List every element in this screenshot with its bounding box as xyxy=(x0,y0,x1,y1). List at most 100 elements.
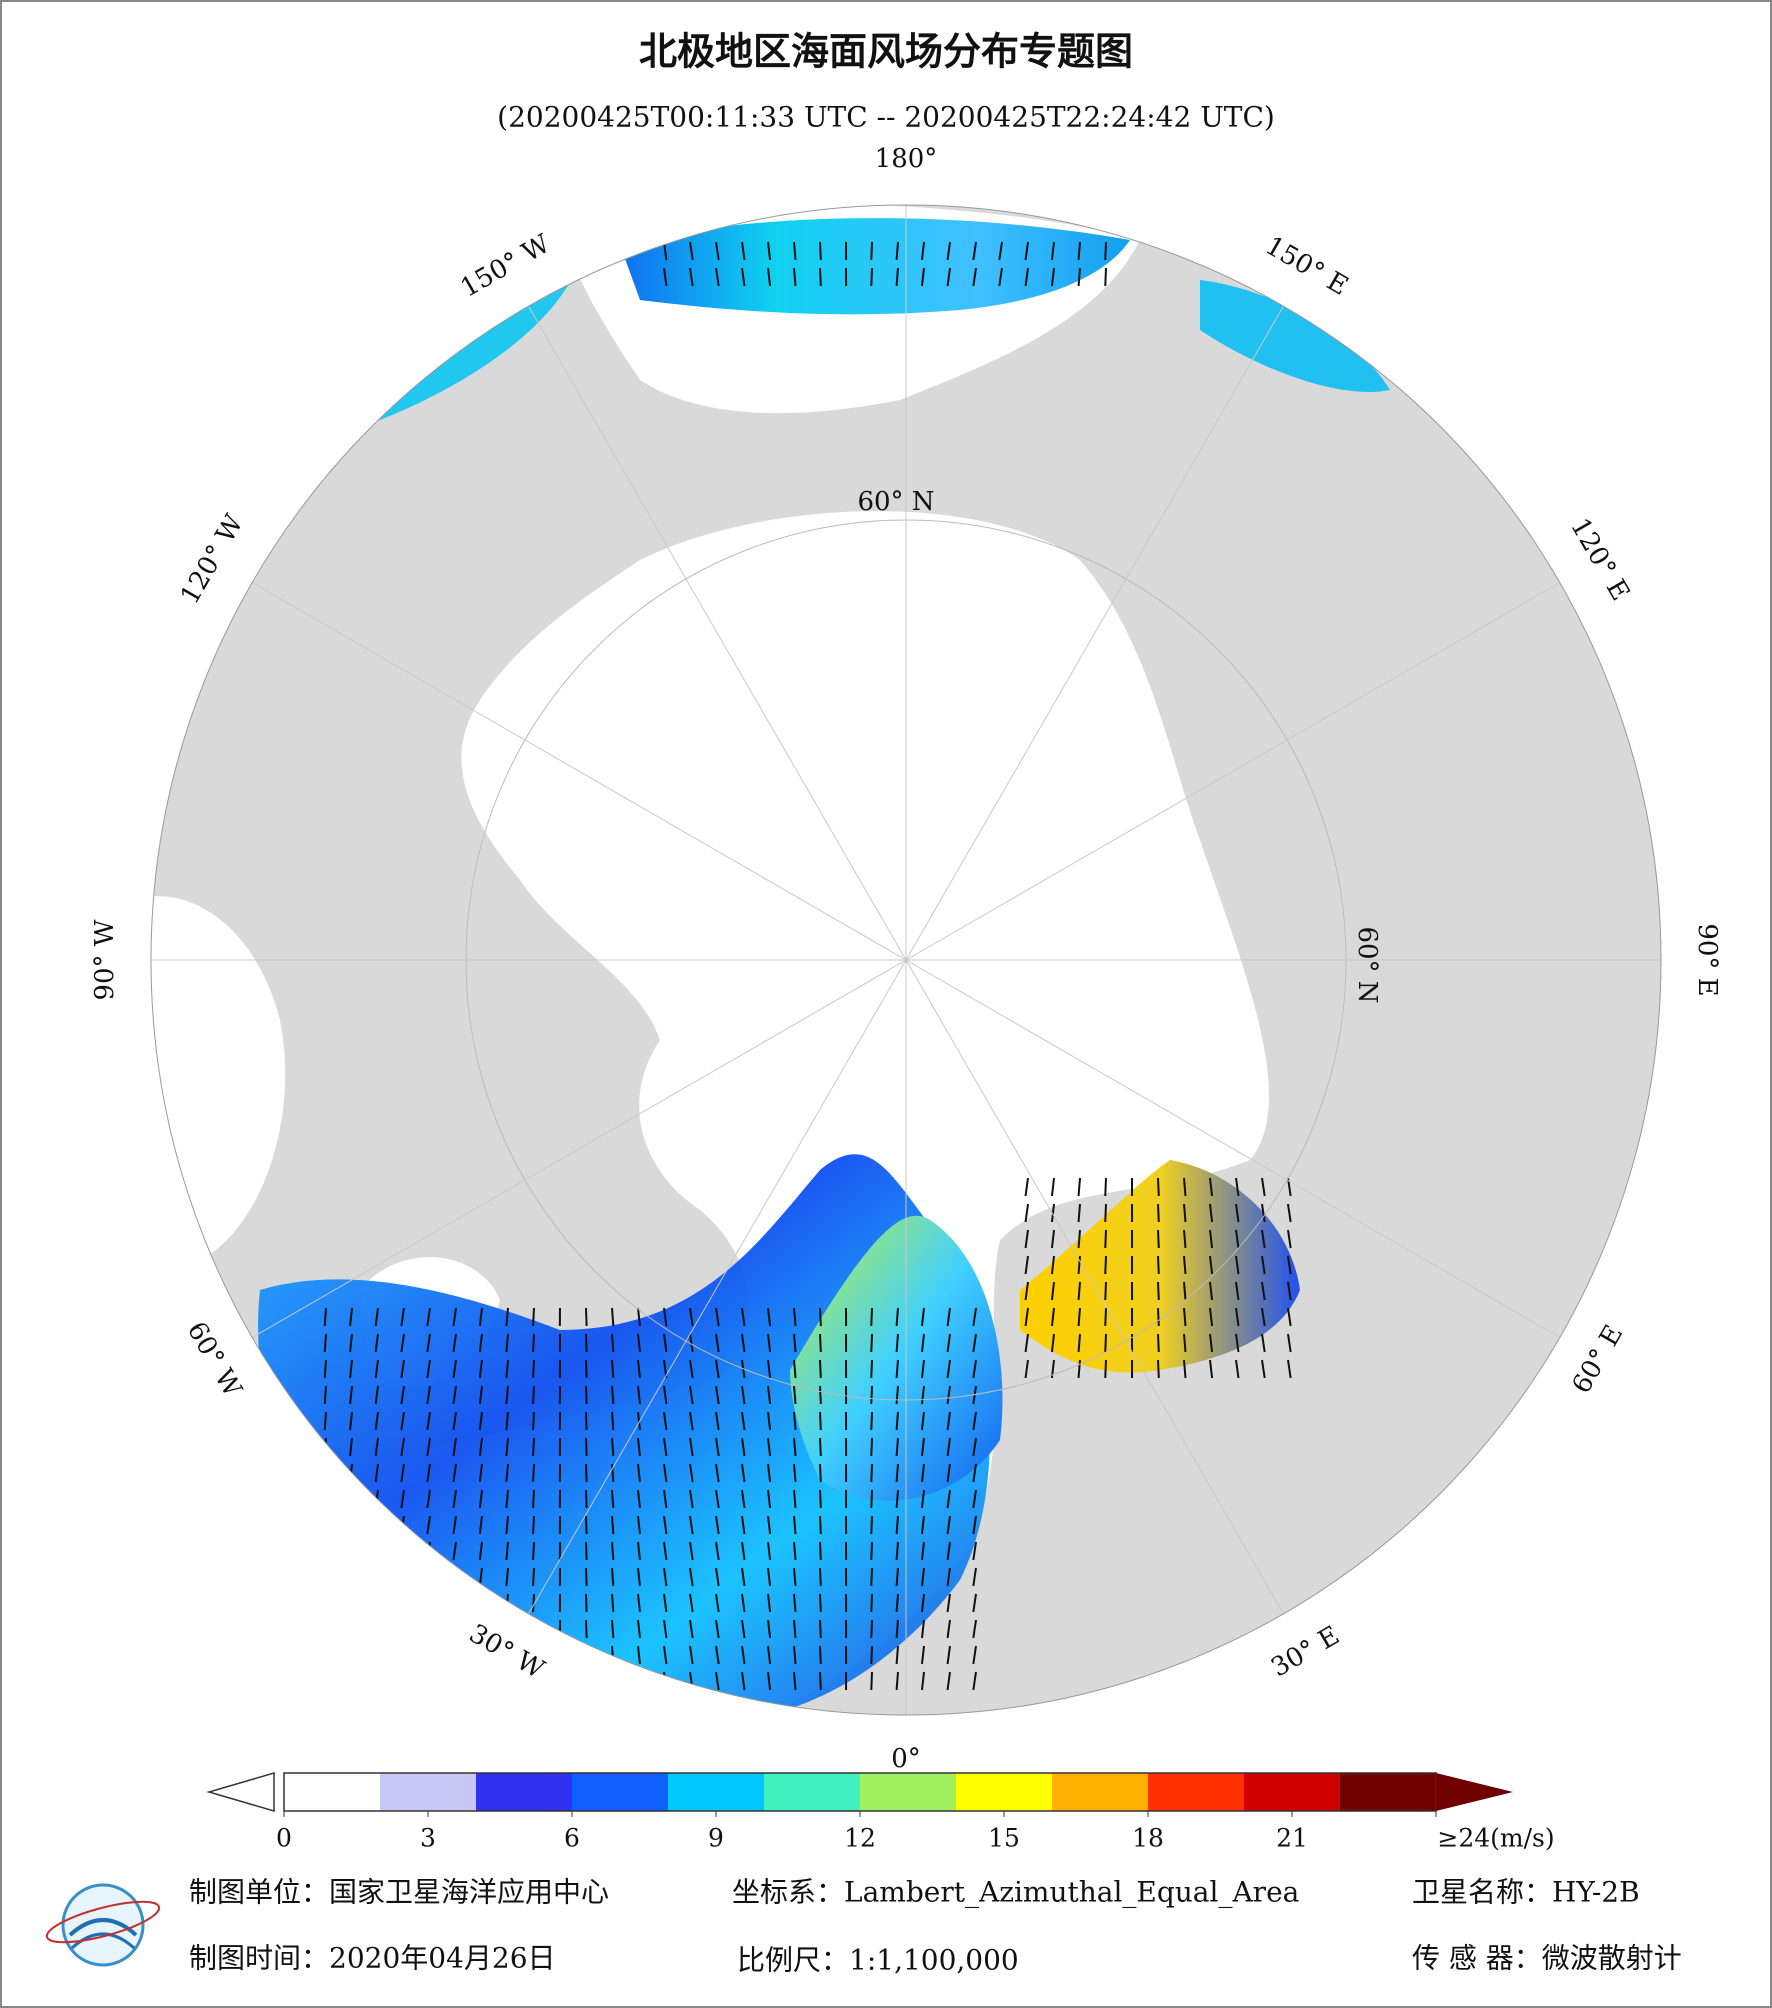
wind-arrow xyxy=(819,1489,822,1509)
wind-arrow xyxy=(323,1671,327,1691)
wind-arrow xyxy=(715,1671,720,1691)
wind-arrow xyxy=(1077,241,1081,261)
wind-arrow xyxy=(637,1671,641,1691)
wind-arrow xyxy=(1261,1333,1266,1353)
wind-arrow xyxy=(741,1463,746,1483)
wind-arrow xyxy=(870,1567,873,1587)
wind-arrow xyxy=(1235,1359,1240,1379)
wind-arrow xyxy=(767,1411,772,1431)
wind-arrow xyxy=(585,1671,588,1691)
wind-arrow xyxy=(1183,1177,1187,1197)
footer-crs: 坐标系：Lambert_Azimuthal_Equal_Area xyxy=(732,1876,1299,1909)
wind-arrow xyxy=(819,1385,822,1405)
wind-arrow xyxy=(611,1333,615,1353)
wind-arrow xyxy=(920,267,925,287)
wind-arrow xyxy=(400,1411,405,1431)
wind-arrow xyxy=(1050,1177,1055,1197)
wind-arrow xyxy=(323,1515,327,1535)
wind-arrow xyxy=(452,1541,457,1561)
wind-arrow xyxy=(946,1619,951,1639)
wind-arrow xyxy=(452,1463,457,1483)
wind-arrow xyxy=(478,1515,483,1535)
wind-arrow xyxy=(972,267,977,287)
wind-arrow xyxy=(767,1567,772,1587)
colorbar-tick-label: ≥24(m/s) xyxy=(1437,1824,1554,1853)
meridian xyxy=(251,582,907,961)
wind-arrow xyxy=(637,1619,641,1639)
wind-arrow xyxy=(1024,1281,1029,1301)
wind-arrow xyxy=(374,1333,379,1353)
wind-arrow xyxy=(1209,1359,1214,1379)
wind-arrow xyxy=(426,1333,431,1353)
wind-arrow xyxy=(637,1541,641,1561)
wind-arrow xyxy=(532,1463,535,1483)
wind-arrow xyxy=(793,1541,797,1561)
wind-field xyxy=(790,1215,1003,1501)
wind-arrow xyxy=(1077,1333,1081,1353)
wind-arrow xyxy=(689,1645,694,1665)
longitude-label: 150° W xyxy=(456,229,556,304)
meridian xyxy=(528,305,907,961)
wind-arrow xyxy=(374,1645,379,1665)
wind-arrow xyxy=(637,1515,641,1535)
wind-arrow xyxy=(767,1489,772,1509)
footer-unit: 制图单位：国家卫星海洋应用中心 xyxy=(189,1876,609,1909)
wind-arrow xyxy=(972,1619,977,1639)
wind-arrow xyxy=(663,1333,668,1353)
wind-arrow xyxy=(505,1411,509,1431)
colorbar-segment xyxy=(476,1773,573,1811)
wind-arrow xyxy=(715,1645,720,1665)
wind-arrow xyxy=(793,1515,797,1535)
wind-arrow xyxy=(323,1541,327,1561)
colorbar-max-arrow xyxy=(1436,1773,1513,1811)
wind-arrow xyxy=(452,1619,457,1639)
wind-arrow xyxy=(1183,1307,1187,1327)
wind-arrow xyxy=(323,1463,327,1483)
wind-arrow xyxy=(349,1333,353,1353)
wind-arrow xyxy=(920,1567,925,1587)
wind-arrow xyxy=(793,1333,797,1353)
wind-arrow xyxy=(1157,1333,1160,1353)
wind-arrow xyxy=(689,1515,694,1535)
wind-arrow xyxy=(870,1463,873,1483)
footer-scale: 比例尺：1:1,100,000 xyxy=(737,1944,1019,1977)
wind-arrow xyxy=(972,1541,977,1561)
wind-arrow xyxy=(715,1541,720,1561)
wind-arrow xyxy=(1157,1177,1160,1197)
wind-arrow xyxy=(895,1489,899,1509)
wind-arrow xyxy=(663,1567,668,1587)
wind-arrow xyxy=(1157,1307,1160,1327)
wind-arrow xyxy=(637,1385,641,1405)
wind-arrow xyxy=(946,1567,951,1587)
wind-arrow xyxy=(611,1541,615,1561)
wind-arrow xyxy=(505,1333,509,1353)
wind-arrow xyxy=(1024,241,1029,261)
wind-arrow xyxy=(1209,1229,1214,1249)
longitude-label: 150° E xyxy=(1260,231,1353,302)
graticule xyxy=(151,205,1661,1715)
meridian xyxy=(905,582,1561,961)
wind-arrow xyxy=(426,1645,431,1665)
wind-arrow xyxy=(478,1463,483,1483)
wind-arrow xyxy=(637,1463,641,1483)
wind-arrow xyxy=(400,1359,405,1379)
wind-arrow xyxy=(426,1307,431,1327)
wind-arrow xyxy=(426,1619,431,1639)
wind-arrow xyxy=(741,1489,746,1509)
wind-arrow xyxy=(793,1671,797,1691)
wind-arrow xyxy=(920,1437,925,1457)
wind-arrow xyxy=(400,1593,405,1613)
wind-arrow xyxy=(400,1463,405,1483)
wind-arrow xyxy=(870,1593,873,1613)
wind-arrow xyxy=(1024,1229,1029,1249)
wind-arrow xyxy=(611,1437,615,1457)
wind-arrow xyxy=(611,1619,615,1639)
wind-arrow xyxy=(819,1593,822,1613)
wind-arrow xyxy=(478,1541,483,1561)
wind-arrow xyxy=(920,241,925,261)
wind-arrow xyxy=(611,1489,615,1509)
wind-arrow xyxy=(1235,1177,1240,1197)
wind-arrow xyxy=(920,1385,925,1405)
wind-arrow xyxy=(946,1333,951,1353)
longitude-label: 120° W xyxy=(175,509,250,609)
